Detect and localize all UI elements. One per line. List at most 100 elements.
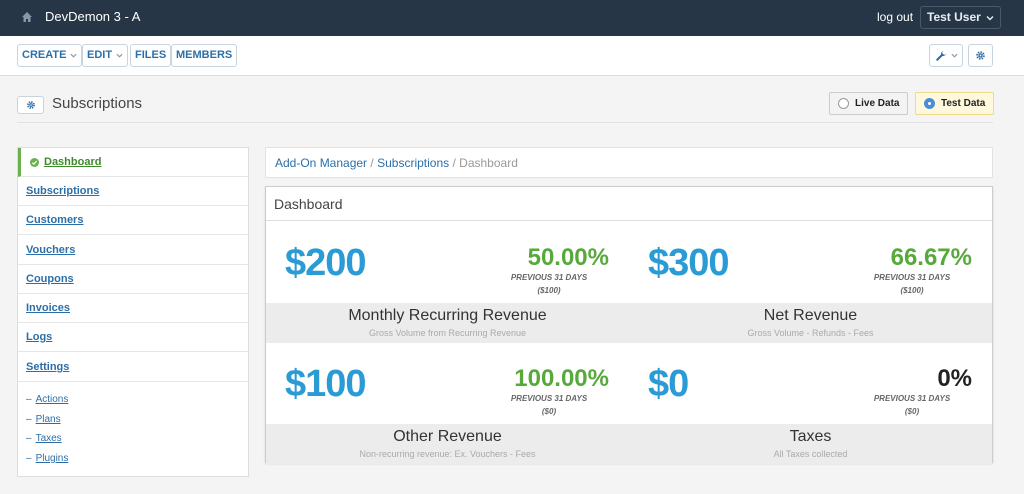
breadcrumb-separator: /	[452, 156, 456, 170]
stat-subtitle: All Taxes collected	[773, 449, 848, 459]
stat-title: Other Revenue	[393, 428, 502, 445]
stat-card-mrr: $200 50.00% PREVIOUS 31 DAYS ($100) Mont…	[266, 222, 629, 343]
sidebar-item-label: Dashboard	[44, 155, 102, 168]
site-name[interactable]: DevDemon 3 - A	[45, 9, 141, 24]
dash-icon: –	[26, 453, 32, 464]
edit-button[interactable]: EDIT	[82, 44, 129, 67]
files-button[interactable]: FILES	[130, 44, 172, 67]
logout-link[interactable]: log out	[877, 10, 914, 24]
stat-footer: Taxes All Taxes collected	[629, 424, 992, 464]
stat-percent: 50.00%	[527, 244, 609, 271]
stat-title: Monthly Recurring Revenue	[348, 307, 547, 324]
page-settings-button[interactable]	[17, 96, 44, 114]
sidebar-item-vouchers[interactable]: Vouchers	[18, 236, 248, 265]
chevron-down-icon	[986, 15, 994, 20]
stat-footer: Other Revenue Non-recurring revenue: Ex.…	[266, 424, 629, 464]
stat-previous: PREVIOUS 31 DAYS ($100)	[852, 271, 972, 297]
subitem-label: Taxes	[35, 433, 62, 444]
stat-period: PREVIOUS 31 DAYS	[873, 273, 951, 282]
breadcrumb-subscriptions[interactable]: Subscriptions	[377, 156, 450, 170]
stat-card-taxes: $0 0% PREVIOUS 31 DAYS ($0) Taxes All Ta…	[629, 343, 992, 464]
stat-card-other-revenue: $100 100.00% PREVIOUS 31 DAYS ($0) Other…	[266, 343, 629, 464]
stat-footer: Monthly Recurring Revenue Gross Volume f…	[266, 303, 629, 343]
subitem-label: Plans	[35, 414, 61, 425]
stat-title: Net Revenue	[763, 307, 858, 324]
stat-footer: Net Revenue Gross Volume - Refunds - Fee…	[629, 303, 992, 343]
stat-previous: PREVIOUS 31 DAYS ($0)	[852, 392, 972, 418]
stat-previous-value: ($0)	[541, 407, 557, 416]
dash-icon: –	[26, 414, 32, 425]
stat-subtitle: Gross Volume from Recurring Revenue	[368, 328, 527, 338]
stat-percent: 0%	[937, 365, 972, 392]
members-button[interactable]: MEMBERS	[171, 44, 238, 67]
sidebar-item-logs[interactable]: Logs	[18, 323, 248, 352]
stat-previous-value: ($100)	[537, 286, 561, 295]
stat-subtitle: Non-recurring revenue: Ex. Vouchers - Fe…	[359, 449, 536, 459]
page-title: Subscriptions	[52, 95, 143, 112]
sidebar-item-coupons[interactable]: Coupons	[18, 265, 248, 294]
dashboard-panel: Dashboard $200 50.00% PREVIOUS 31 DAYS (…	[265, 186, 993, 464]
sidebar-subitem-actions[interactable]: – Actions	[26, 394, 68, 405]
stat-previous-value: ($100)	[900, 286, 924, 295]
breadcrumb-addon-manager[interactable]: Add-On Manager	[275, 156, 368, 170]
create-button[interactable]: CREATE	[17, 44, 83, 67]
breadcrumb-current: Dashboard	[459, 156, 518, 170]
test-data-label: Test Data	[941, 98, 986, 109]
create-label: CREATE	[22, 49, 67, 61]
files-label: FILES	[135, 49, 167, 61]
divider	[17, 122, 993, 123]
gear-icon	[26, 101, 35, 109]
radio-on-icon	[924, 98, 935, 109]
gear-icon	[976, 51, 985, 60]
stat-previous: PREVIOUS 31 DAYS ($0)	[489, 392, 609, 418]
dash-icon: –	[26, 433, 32, 444]
stat-amount: $100	[285, 363, 367, 405]
sidebar-nav: Dashboard Subscriptions Customers Vouche…	[17, 147, 249, 477]
chevron-down-icon	[950, 53, 958, 58]
user-name: Test User	[927, 10, 981, 24]
user-menu-button[interactable]: Test User	[920, 6, 1001, 29]
stat-amount: $0	[648, 363, 689, 405]
tools-button[interactable]	[929, 44, 963, 67]
stat-percent: 100.00%	[514, 365, 609, 392]
stat-previous-value: ($0)	[904, 407, 920, 416]
stat-period: PREVIOUS 31 DAYS	[873, 394, 951, 403]
stat-title: Taxes	[789, 428, 832, 445]
sidebar-item-invoices[interactable]: Invoices	[18, 294, 248, 323]
sidebar-item-dashboard[interactable]: Dashboard	[18, 148, 248, 177]
sidebar-item-subscriptions[interactable]: Subscriptions	[18, 177, 248, 206]
subitem-label: Plugins	[35, 453, 69, 464]
test-data-toggle[interactable]: Test Data	[915, 92, 995, 115]
home-icon[interactable]	[21, 11, 33, 23]
live-data-label: Live Data	[855, 98, 900, 109]
stat-amount: $200	[285, 242, 367, 284]
sidebar-item-settings[interactable]: Settings	[18, 353, 248, 382]
wrench-icon	[935, 50, 946, 61]
top-bar: DevDemon 3 - A log out Test User	[0, 0, 1024, 36]
chevron-down-icon	[116, 53, 123, 58]
sidebar-subitem-plugins[interactable]: – Plugins	[26, 453, 68, 464]
stat-period: PREVIOUS 31 DAYS	[510, 394, 588, 403]
check-circle-icon	[30, 157, 39, 167]
breadcrumb: Add-On Manager / Subscriptions / Dashboa…	[265, 147, 993, 178]
chevron-down-icon	[70, 53, 77, 58]
subitem-label: Actions	[35, 394, 69, 405]
stat-amount: $300	[648, 242, 730, 284]
panel-title: Dashboard	[266, 187, 992, 221]
radio-off-icon	[838, 98, 849, 109]
sidebar-subitem-plans[interactable]: – Plans	[26, 414, 61, 425]
stat-previous: PREVIOUS 31 DAYS ($100)	[489, 271, 609, 297]
sidebar-subitem-taxes[interactable]: – Taxes	[26, 433, 62, 444]
stat-card-net-revenue: $300 66.67% PREVIOUS 31 DAYS ($100) Net …	[629, 222, 992, 343]
sidebar-item-customers[interactable]: Customers	[18, 206, 248, 235]
main-toolbar: CREATE EDIT FILES MEMBERS	[0, 36, 1024, 76]
settings-button[interactable]	[968, 44, 993, 67]
stat-subtitle: Gross Volume - Refunds - Fees	[747, 328, 874, 338]
members-label: MEMBERS	[176, 49, 233, 61]
stat-period: PREVIOUS 31 DAYS	[510, 273, 588, 282]
breadcrumb-separator: /	[370, 156, 374, 170]
stat-percent: 66.67%	[890, 244, 972, 271]
edit-label: EDIT	[87, 49, 113, 61]
live-data-toggle[interactable]: Live Data	[829, 92, 909, 115]
dash-icon: –	[26, 394, 32, 405]
